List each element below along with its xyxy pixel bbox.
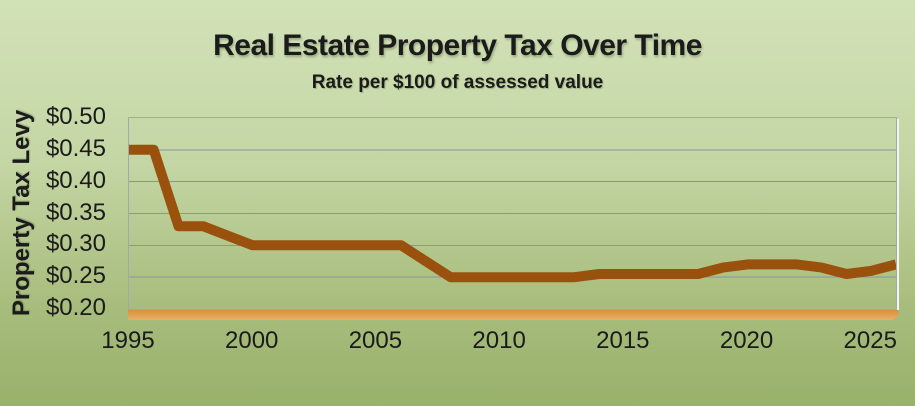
- y-tick-label: $0.20: [45, 294, 106, 321]
- x-tick-label: 2015: [596, 327, 650, 354]
- chart-title: Real Estate Property Tax Over Time: [213, 29, 702, 62]
- x-tick-label: 2020: [719, 327, 774, 354]
- x-tick-label: 2005: [348, 327, 403, 354]
- axis-baseline-bar: [128, 310, 899, 320]
- x-tick-label: 2010: [472, 327, 526, 354]
- x-axis-tick-labels: 1995 2000 2005 2010 2015 2020 2025: [0, 327, 915, 357]
- y-tick-label: $0.25: [45, 262, 106, 290]
- y-tick-label: $0.35: [45, 198, 106, 226]
- y-tick-label: $0.40: [45, 166, 106, 194]
- y-tick-label: $0.45: [45, 134, 106, 162]
- plot-area: [128, 117, 897, 310]
- plot-svg: [129, 144, 896, 283]
- y-tick-label: $0.50: [45, 103, 106, 130]
- x-tick-label: 2025: [843, 327, 897, 354]
- x-tick-label: 1995: [101, 327, 155, 354]
- tax-rate-line: [129, 144, 896, 283]
- x-tick-label: 2000: [225, 327, 279, 354]
- chart-subtitle: Rate per $100 of assessed value: [311, 72, 604, 93]
- y-tick-label: $0.30: [45, 230, 106, 258]
